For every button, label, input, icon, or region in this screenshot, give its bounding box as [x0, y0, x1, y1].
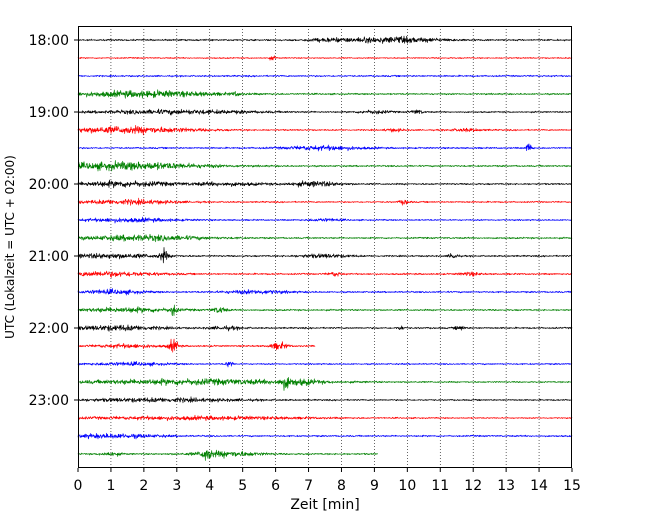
trace-1830 — [77, 74, 573, 78]
x-axis-ticks: 0 1 2 3 4 5 6 7 8 9 10 11 12 13 14 15 — [74, 468, 581, 494]
trace-2130 — [77, 288, 573, 296]
y-tick-label: 19:00 — [29, 105, 69, 121]
y-axis-ticks: 18:00 19:00 20:00 21:00 22:00 23:00 — [29, 33, 78, 409]
trace-2030 — [77, 216, 573, 224]
x-tick-label: 14 — [530, 478, 548, 494]
trace-2100 — [77, 247, 573, 264]
plot-frame — [78, 26, 572, 468]
trace-2315 — [77, 414, 573, 422]
trace-1900 — [77, 108, 573, 116]
x-tick-label: 1 — [106, 478, 115, 494]
x-tick-label: 2 — [139, 478, 148, 494]
trace-2015 — [77, 197, 573, 206]
x-tick-label: 12 — [464, 478, 482, 494]
trace-2115 — [77, 270, 573, 278]
trace-2000 — [77, 179, 573, 189]
trace-1800 — [77, 35, 573, 44]
trace-2330 — [77, 432, 573, 440]
x-tick-label: 4 — [205, 478, 214, 494]
trace-1945 — [77, 160, 573, 172]
y-axis-label: UTC (Lokalzeit = UTC + 02:00) — [3, 155, 17, 339]
trace-1815 — [77, 55, 573, 61]
x-tick-label: 13 — [497, 478, 515, 494]
x-tick-label: 15 — [563, 478, 581, 494]
trace-2045 — [77, 233, 573, 243]
x-tick-label: 10 — [398, 478, 416, 494]
x-tick-label: 11 — [431, 478, 449, 494]
trace-1930 — [77, 143, 573, 152]
y-tick-label: 20:00 — [29, 177, 69, 193]
trace-2200 — [77, 324, 573, 332]
trace-2300 — [77, 396, 573, 404]
x-tick-label: 3 — [172, 478, 181, 494]
trace-1845 — [77, 89, 573, 99]
y-tick-label: 23:00 — [29, 393, 69, 409]
trace-2145 — [77, 304, 573, 317]
x-tick-label: 5 — [238, 478, 247, 494]
trace-2245 — [77, 377, 573, 391]
x-tick-label: 6 — [271, 478, 280, 494]
x-tick-label: 8 — [337, 478, 346, 494]
x-axis-label: Zeit [min] — [290, 497, 359, 513]
trace-2215 — [77, 338, 316, 353]
y-tick-label: 22:00 — [29, 321, 69, 337]
seismogram-traces — [77, 35, 573, 461]
x-tick-label: 7 — [304, 478, 313, 494]
x-tick-label: 0 — [74, 478, 83, 494]
y-tick-label: 21:00 — [29, 249, 69, 265]
x-tick-label: 9 — [370, 478, 379, 494]
trace-2345 — [77, 449, 378, 461]
y-tick-label: 18:00 — [29, 33, 69, 49]
trace-2230 — [77, 361, 573, 368]
trace-1915 — [77, 124, 573, 136]
